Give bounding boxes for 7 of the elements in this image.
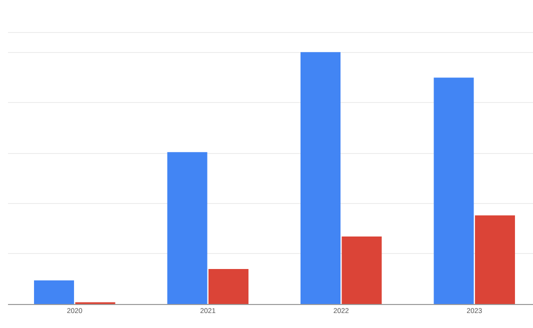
bar	[34, 280, 74, 304]
bar	[300, 52, 341, 304]
bar	[167, 152, 208, 304]
bar	[434, 78, 474, 304]
bar	[342, 236, 382, 304]
bar	[474, 215, 515, 304]
bar	[208, 268, 248, 304]
